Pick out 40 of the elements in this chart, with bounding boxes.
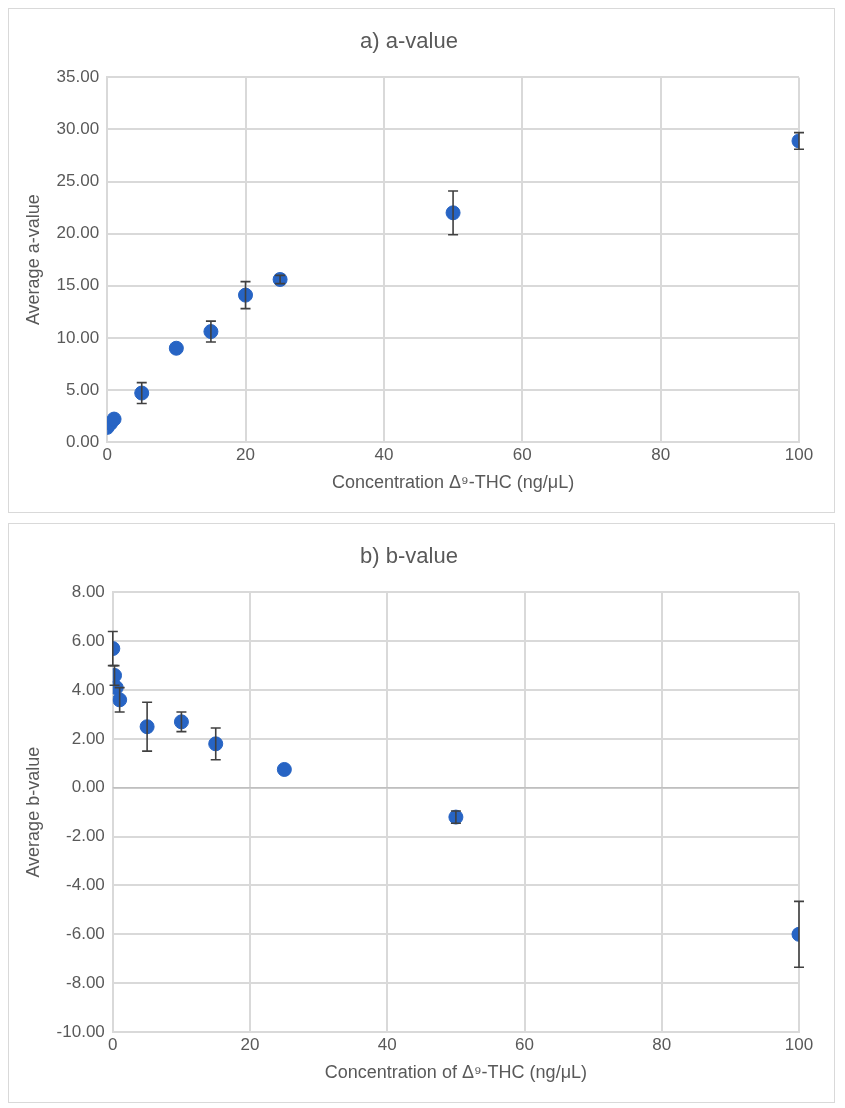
y-tick-label: -2.00 — [66, 826, 105, 846]
chart-title: b) b-value — [360, 543, 458, 569]
x-tick-label: 0 — [108, 1034, 118, 1054]
x-tick-label: 100 — [784, 444, 814, 464]
y-tick-label: 4.00 — [71, 679, 105, 699]
x-tick-label: 60 — [515, 1034, 534, 1054]
y-tick-label: 6.00 — [71, 630, 105, 650]
y-tick-label: 0.00 — [66, 431, 100, 451]
y-tick-label: -8.00 — [66, 972, 105, 992]
x-tick-label: 0 — [102, 444, 112, 464]
point — [168, 340, 184, 356]
point — [238, 287, 254, 303]
y-tick-label: -10.00 — [56, 1021, 105, 1041]
x-tick-label: 40 — [377, 1034, 397, 1054]
chart-title: a) a-value — [360, 28, 458, 54]
y-tick-label: 30.00 — [56, 119, 100, 139]
y-axis-title: Average b-value — [22, 746, 43, 878]
y-tick-label: 8.00 — [71, 582, 105, 602]
point — [107, 411, 122, 427]
y-tick-label: 20.00 — [56, 223, 100, 243]
x-tick-label: 60 — [512, 444, 532, 464]
y-tick-label: 35.00 — [56, 67, 100, 87]
y-tick-label: 25.00 — [56, 171, 100, 191]
y-axis-title: Average a-value — [22, 194, 43, 326]
y-tick-label: -6.00 — [66, 924, 105, 943]
point — [276, 761, 292, 777]
x-tick-label: 20 — [240, 1034, 260, 1054]
x-tick-label: 100 — [784, 1034, 814, 1054]
y-tick-label: 10.00 — [56, 327, 100, 347]
x-axis-title: Concentration of Δ⁹-THC (ng/μL) — [324, 1062, 587, 1083]
y-tick-label: 5.00 — [66, 379, 100, 399]
y-tick-label: 15.00 — [56, 275, 100, 295]
x-tick-label: 80 — [651, 444, 671, 464]
x-tick-label: 40 — [374, 444, 394, 464]
y-tick-label: 2.00 — [71, 728, 105, 748]
x-tick-label: 20 — [236, 444, 255, 464]
x-tick-label: 80 — [652, 1034, 672, 1054]
y-tick-label: 0.00 — [71, 777, 105, 797]
y-tick-label: -4.00 — [66, 875, 105, 895]
x-axis-title: Concentration Δ⁹-THC (ng/μL) — [331, 472, 575, 493]
